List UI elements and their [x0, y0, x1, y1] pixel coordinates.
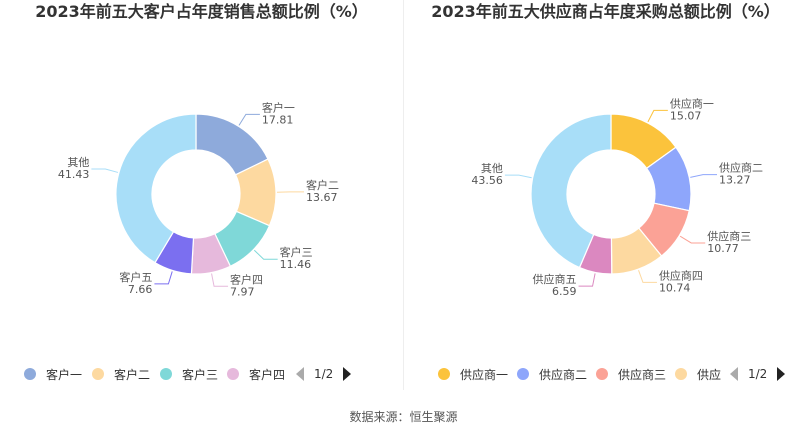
legend: 客户一 客户二 客户三 客户四 1/2 [0, 364, 403, 384]
chart-title: 2023年前五大供应商占年度采购总额比例（%） [431, 2, 780, 21]
leader-line [679, 235, 706, 244]
slice-category-label: 其他 [67, 156, 89, 169]
leader-line [238, 113, 260, 126]
legend-label: 供应商一 [460, 367, 509, 382]
supplier-chart-panel: 2023年前五大供应商占年度采购总额比例（%） 供应商一 15.07 供应商二 13.… [404, 0, 807, 395]
slice-category-label: 客户四 [230, 272, 263, 286]
legend-pager: 1/2 [296, 364, 352, 384]
prev-page-icon[interactable] [730, 367, 738, 381]
customer-chart-panel: 2023年前五大客户占年度销售总额比例（%） 客户一 17.81 客户二 13.67 客… [0, 0, 403, 395]
slice-category-label: 客户二 [306, 178, 339, 192]
legend-label: 客户三 [182, 367, 219, 382]
legend-dot [160, 368, 172, 380]
legend-dot [227, 368, 239, 380]
slice-category-label: 其他 [481, 162, 503, 175]
legend-page-indicator: 1/2 [314, 367, 334, 381]
prev-page-icon[interactable] [296, 367, 304, 381]
legend-label: 客户一 [46, 367, 83, 382]
legend-item[interactable]: 客户三 [160, 364, 218, 384]
legend-page-indicator: 1/2 [748, 367, 768, 381]
leader-line [504, 174, 532, 179]
chart-title: 2023年前五大客户占年度销售总额比例（%） [35, 2, 368, 21]
slice-category-label: 供应商二 [719, 161, 763, 175]
slice-category-label: 供应商四 [659, 268, 703, 282]
slice-value-label: 11.46 [280, 258, 312, 271]
legend-label: 供应 [697, 367, 722, 382]
slice-value-label: 41.43 [58, 168, 90, 181]
legend-item[interactable]: 客户一 [24, 364, 82, 384]
leader-line [253, 249, 278, 260]
slice-value-label: 7.66 [128, 283, 153, 296]
leader-line [690, 174, 717, 178]
leader-line [91, 168, 119, 173]
legend-dot [438, 368, 450, 380]
data-source-footer: 数据来源：恒生聚源 [349, 410, 458, 424]
legend-item[interactable]: 客户四 [227, 364, 285, 384]
legend: 供应商一 供应商二 供应商三 供应 1/2 [404, 364, 807, 384]
slice-category-label: 供应商一 [670, 96, 714, 110]
slice-value-label: 13.67 [306, 191, 338, 204]
legend-item[interactable]: 供应 [675, 364, 721, 384]
slice-category-label: 供应商五 [533, 272, 577, 286]
slice-value-label: 10.74 [659, 281, 691, 294]
slice-value-label: 10.77 [707, 242, 739, 255]
slice-value-label: 43.56 [471, 174, 503, 187]
leader-line [647, 109, 668, 123]
next-page-icon[interactable] [777, 367, 786, 381]
legend-dot [24, 368, 36, 380]
legend-dot [596, 368, 608, 380]
legend-label: 供应商二 [539, 367, 588, 382]
slice-category-label: 供应商三 [707, 229, 751, 243]
slice-value-label: 17.81 [262, 113, 294, 126]
panel-divider [403, 0, 404, 390]
legend-dot [92, 368, 104, 380]
legend-item[interactable]: 供应商三 [596, 364, 666, 384]
leader-line [154, 271, 173, 285]
legend-pager: 1/2 [730, 364, 786, 384]
leader-line [578, 273, 596, 287]
legend-dot [675, 368, 687, 380]
legend-item[interactable]: 客户二 [92, 364, 150, 384]
donut-slice[interactable] [115, 113, 197, 264]
slice-category-label: 客户五 [119, 270, 152, 284]
slice-value-label: 6.59 [552, 285, 577, 298]
legend-label: 客户四 [249, 367, 286, 382]
legend-label: 客户二 [114, 367, 151, 382]
legend-item[interactable]: 供应商一 [438, 364, 508, 384]
slice-category-label: 客户三 [280, 245, 313, 259]
leader-line [211, 273, 229, 287]
donut-slice[interactable] [530, 113, 612, 269]
legend-dot [517, 368, 529, 380]
legend-label: 供应商三 [618, 367, 667, 382]
leader-line [638, 270, 657, 283]
slice-category-label: 客户一 [262, 100, 295, 114]
next-page-icon[interactable] [343, 367, 352, 381]
legend-item[interactable]: 供应商二 [517, 364, 587, 384]
slice-value-label: 13.27 [719, 174, 751, 187]
slice-value-label: 7.97 [230, 285, 255, 298]
slice-value-label: 15.07 [670, 109, 702, 122]
